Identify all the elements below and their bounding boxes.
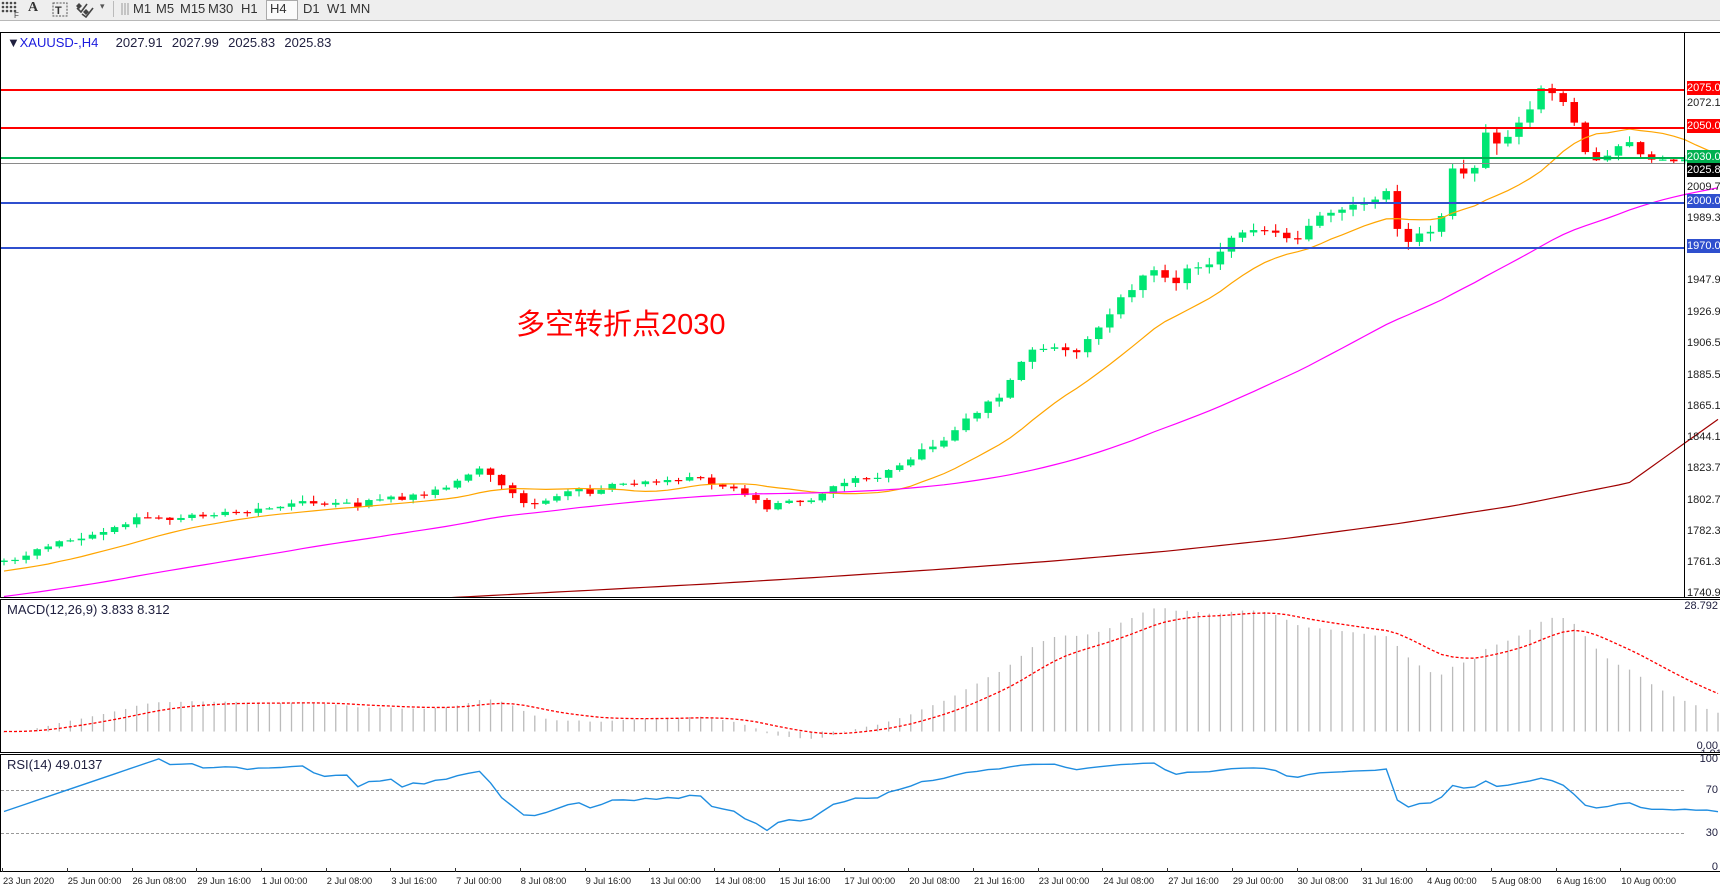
svg-text:F: F	[14, 11, 19, 19]
svg-text:T: T	[55, 5, 62, 17]
